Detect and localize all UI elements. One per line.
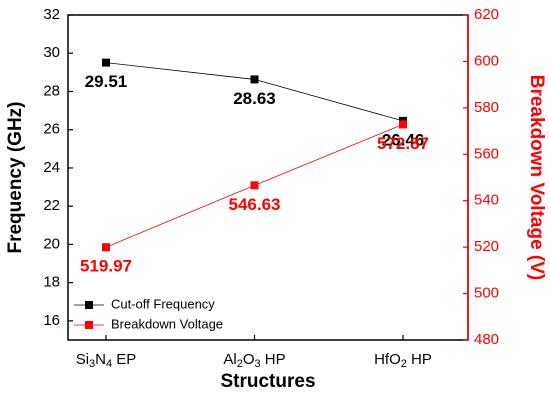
x-tick-label: Si3N4 EP: [76, 351, 137, 370]
y-tick-label: 30: [43, 44, 60, 61]
legend-label: Cut-off Frequency: [111, 296, 215, 311]
value-label: 519.97: [80, 257, 132, 276]
point: [250, 181, 259, 190]
y2-tick-label: 580: [474, 99, 499, 116]
y-tick-label: 22: [43, 197, 60, 214]
y2-tick-label: 500: [474, 285, 499, 302]
y-tick-label: 16: [43, 312, 60, 329]
legend-marker: [85, 321, 93, 329]
x-tick-label: Al2O3 HP: [223, 351, 285, 370]
point: [102, 243, 110, 252]
value-label: 546.63: [229, 195, 281, 214]
point: [250, 75, 259, 84]
value-label: 26.46: [382, 130, 425, 149]
y-axis-label: Frequency (GHz): [5, 101, 26, 253]
value-label: 29.51: [85, 72, 128, 91]
y2-tick-label: 600: [474, 52, 499, 69]
y2-tick-label: 560: [474, 145, 499, 162]
y2-tick-label: 520: [474, 238, 499, 255]
value-label: 28.63: [233, 89, 276, 108]
y-tick-label: 20: [43, 235, 60, 252]
y-tick-label: 32: [43, 6, 60, 23]
y-tick-label: 18: [43, 274, 60, 291]
legend-label: Breakdown Voltage: [111, 316, 223, 331]
value-label: 572.87: [377, 134, 429, 153]
y2-tick-label: 620: [474, 6, 499, 23]
point: [399, 120, 407, 129]
y2-tick-label: 540: [474, 192, 499, 209]
y-tick-label: 28: [43, 82, 60, 99]
x-axis-label: Structures: [220, 371, 315, 392]
plot-frame: [67, 14, 469, 341]
x-tick-label: HfO2 HP: [374, 351, 432, 370]
point: [102, 58, 110, 67]
y2-tick-label: 480: [474, 331, 499, 348]
y-tick-label: 24: [43, 159, 60, 176]
y-tick-label: 26: [43, 121, 60, 138]
legend-marker: [85, 301, 93, 309]
y2-axis-label: Breakdown Voltage (V): [526, 75, 547, 281]
